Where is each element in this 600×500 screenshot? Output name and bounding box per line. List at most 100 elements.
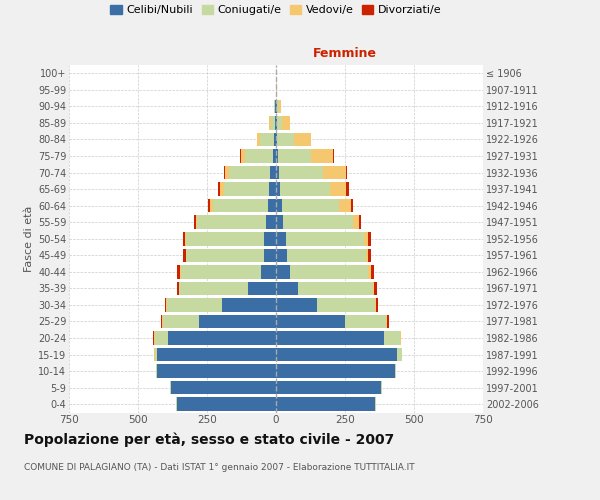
Bar (276, 216, 283, 229)
Bar (281, 199, 340, 212)
Bar (229, 166, 271, 179)
Bar (261, 265, 276, 278)
Bar (282, 116, 290, 130)
Bar (275, 116, 276, 130)
Bar (196, 216, 197, 229)
Bar (276, 348, 397, 362)
Bar (199, 314, 276, 328)
Bar (263, 232, 276, 245)
Bar (298, 282, 373, 295)
Bar (269, 182, 276, 196)
Bar (266, 216, 276, 229)
Bar (279, 100, 281, 113)
Bar (268, 199, 276, 212)
Bar (346, 166, 347, 179)
Bar (210, 199, 212, 212)
Bar (276, 166, 280, 179)
Bar (241, 149, 245, 163)
Bar (183, 248, 186, 262)
Bar (224, 166, 225, 179)
Bar (276, 398, 376, 411)
Bar (171, 381, 276, 394)
Bar (381, 381, 382, 394)
Bar (376, 298, 379, 312)
Bar (340, 199, 350, 212)
Bar (330, 182, 346, 196)
Bar (346, 182, 349, 196)
Bar (181, 265, 261, 278)
Text: Femmine: Femmine (313, 47, 377, 60)
Bar (276, 149, 278, 163)
Bar (155, 348, 157, 362)
Bar (287, 248, 366, 262)
Text: Popolazione per età, sesso e stato civile - 2007: Popolazione per età, sesso e stato civil… (24, 432, 394, 447)
Bar (225, 166, 229, 179)
Bar (276, 265, 290, 278)
Bar (169, 332, 276, 345)
Bar (277, 132, 294, 146)
Bar (274, 100, 275, 113)
Bar (383, 332, 400, 345)
Text: COMUNE DI PALAGIANO (TA) - Dati ISTAT 1° gennaio 2007 - Elaborazione TUTTITALIA.: COMUNE DI PALAGIANO (TA) - Dati ISTAT 1°… (24, 462, 415, 471)
Bar (397, 348, 401, 362)
Bar (276, 248, 287, 262)
Bar (386, 314, 387, 328)
Bar (387, 314, 389, 328)
Bar (248, 282, 276, 295)
Bar (185, 232, 187, 245)
Bar (194, 216, 196, 229)
Bar (280, 182, 330, 196)
Bar (280, 166, 323, 179)
Bar (157, 348, 276, 362)
Bar (272, 149, 276, 163)
Bar (277, 100, 279, 113)
Bar (178, 265, 180, 278)
Bar (294, 132, 311, 146)
Bar (350, 199, 353, 212)
Bar (163, 314, 199, 328)
Bar (276, 381, 381, 394)
Bar (257, 132, 260, 146)
Bar (368, 248, 371, 262)
Bar (220, 182, 224, 196)
Bar (208, 199, 210, 212)
Bar (222, 298, 276, 312)
Bar (276, 314, 345, 328)
Bar (218, 182, 220, 196)
Bar (260, 132, 274, 146)
Bar (187, 232, 263, 245)
Bar (165, 298, 166, 312)
Bar (276, 282, 298, 295)
Bar (395, 364, 396, 378)
Bar (276, 199, 281, 212)
Bar (368, 232, 371, 245)
Bar (269, 116, 271, 130)
Bar (290, 265, 368, 278)
Bar (353, 216, 359, 229)
Bar (212, 199, 268, 212)
Bar (276, 298, 317, 312)
Bar (276, 132, 277, 146)
Bar (263, 248, 276, 262)
Bar (286, 232, 364, 245)
Bar (345, 314, 386, 328)
Bar (276, 182, 280, 196)
Bar (155, 332, 169, 345)
Bar (161, 314, 162, 328)
Bar (366, 248, 368, 262)
Y-axis label: Fasce di età: Fasce di età (23, 206, 34, 272)
Bar (276, 364, 395, 378)
Bar (311, 149, 334, 163)
Bar (197, 216, 266, 229)
Bar (179, 282, 248, 295)
Bar (374, 282, 377, 295)
Bar (364, 232, 368, 245)
Bar (276, 116, 277, 130)
Bar (274, 132, 276, 146)
Bar (156, 364, 157, 378)
Bar (271, 116, 275, 130)
Bar (157, 364, 276, 378)
Bar (176, 398, 276, 411)
Bar (170, 381, 171, 394)
Bar (323, 166, 346, 179)
